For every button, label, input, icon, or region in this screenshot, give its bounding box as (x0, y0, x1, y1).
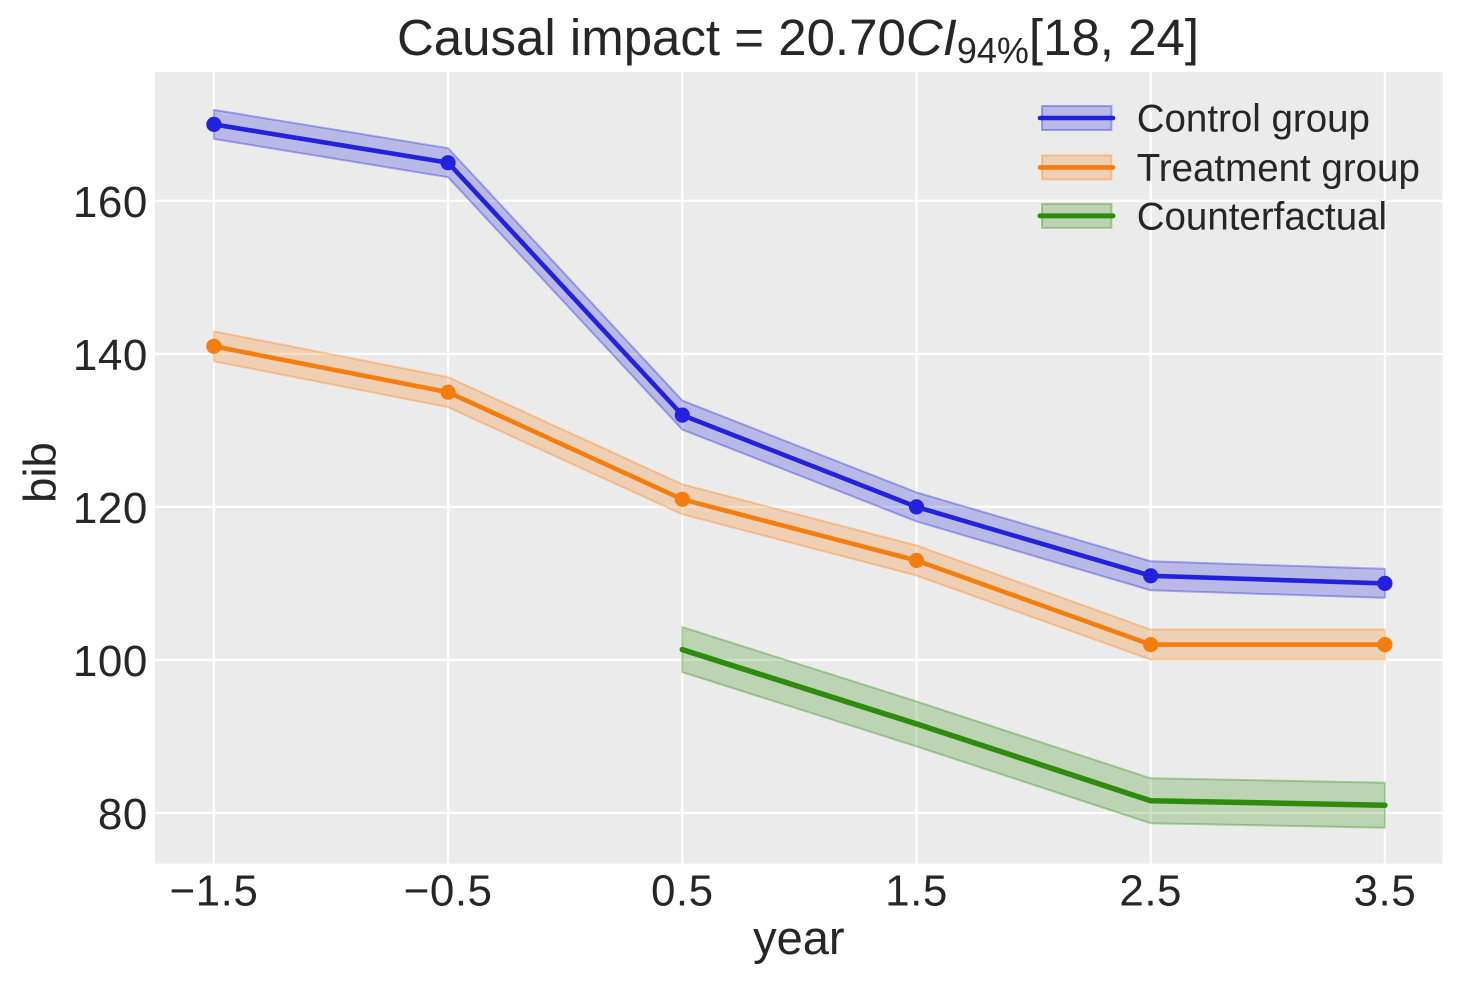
svg-text:1.5: 1.5 (885, 867, 948, 916)
svg-text:3.5: 3.5 (1354, 867, 1417, 916)
svg-text:bib: bib (15, 442, 66, 503)
svg-text:140: 140 (73, 331, 148, 380)
svg-text:Control group: Control group (1137, 98, 1370, 141)
svg-text:−1.5: −1.5 (169, 867, 258, 916)
svg-text:80: 80 (98, 790, 148, 839)
svg-text:0.5: 0.5 (651, 867, 714, 916)
svg-text:100: 100 (73, 637, 148, 686)
svg-text:120: 120 (73, 484, 148, 533)
svg-text:2.5: 2.5 (1119, 867, 1182, 916)
svg-text:Causal impact = 20.70CI94%[18,: Causal impact = 20.70CI94%[18, 24] (397, 9, 1199, 71)
svg-text:Treatment group: Treatment group (1137, 147, 1420, 190)
svg-text:160: 160 (73, 178, 148, 227)
svg-text:Counterfactual: Counterfactual (1137, 196, 1387, 239)
svg-text:−0.5: −0.5 (404, 867, 493, 916)
svg-text:year: year (753, 911, 844, 964)
